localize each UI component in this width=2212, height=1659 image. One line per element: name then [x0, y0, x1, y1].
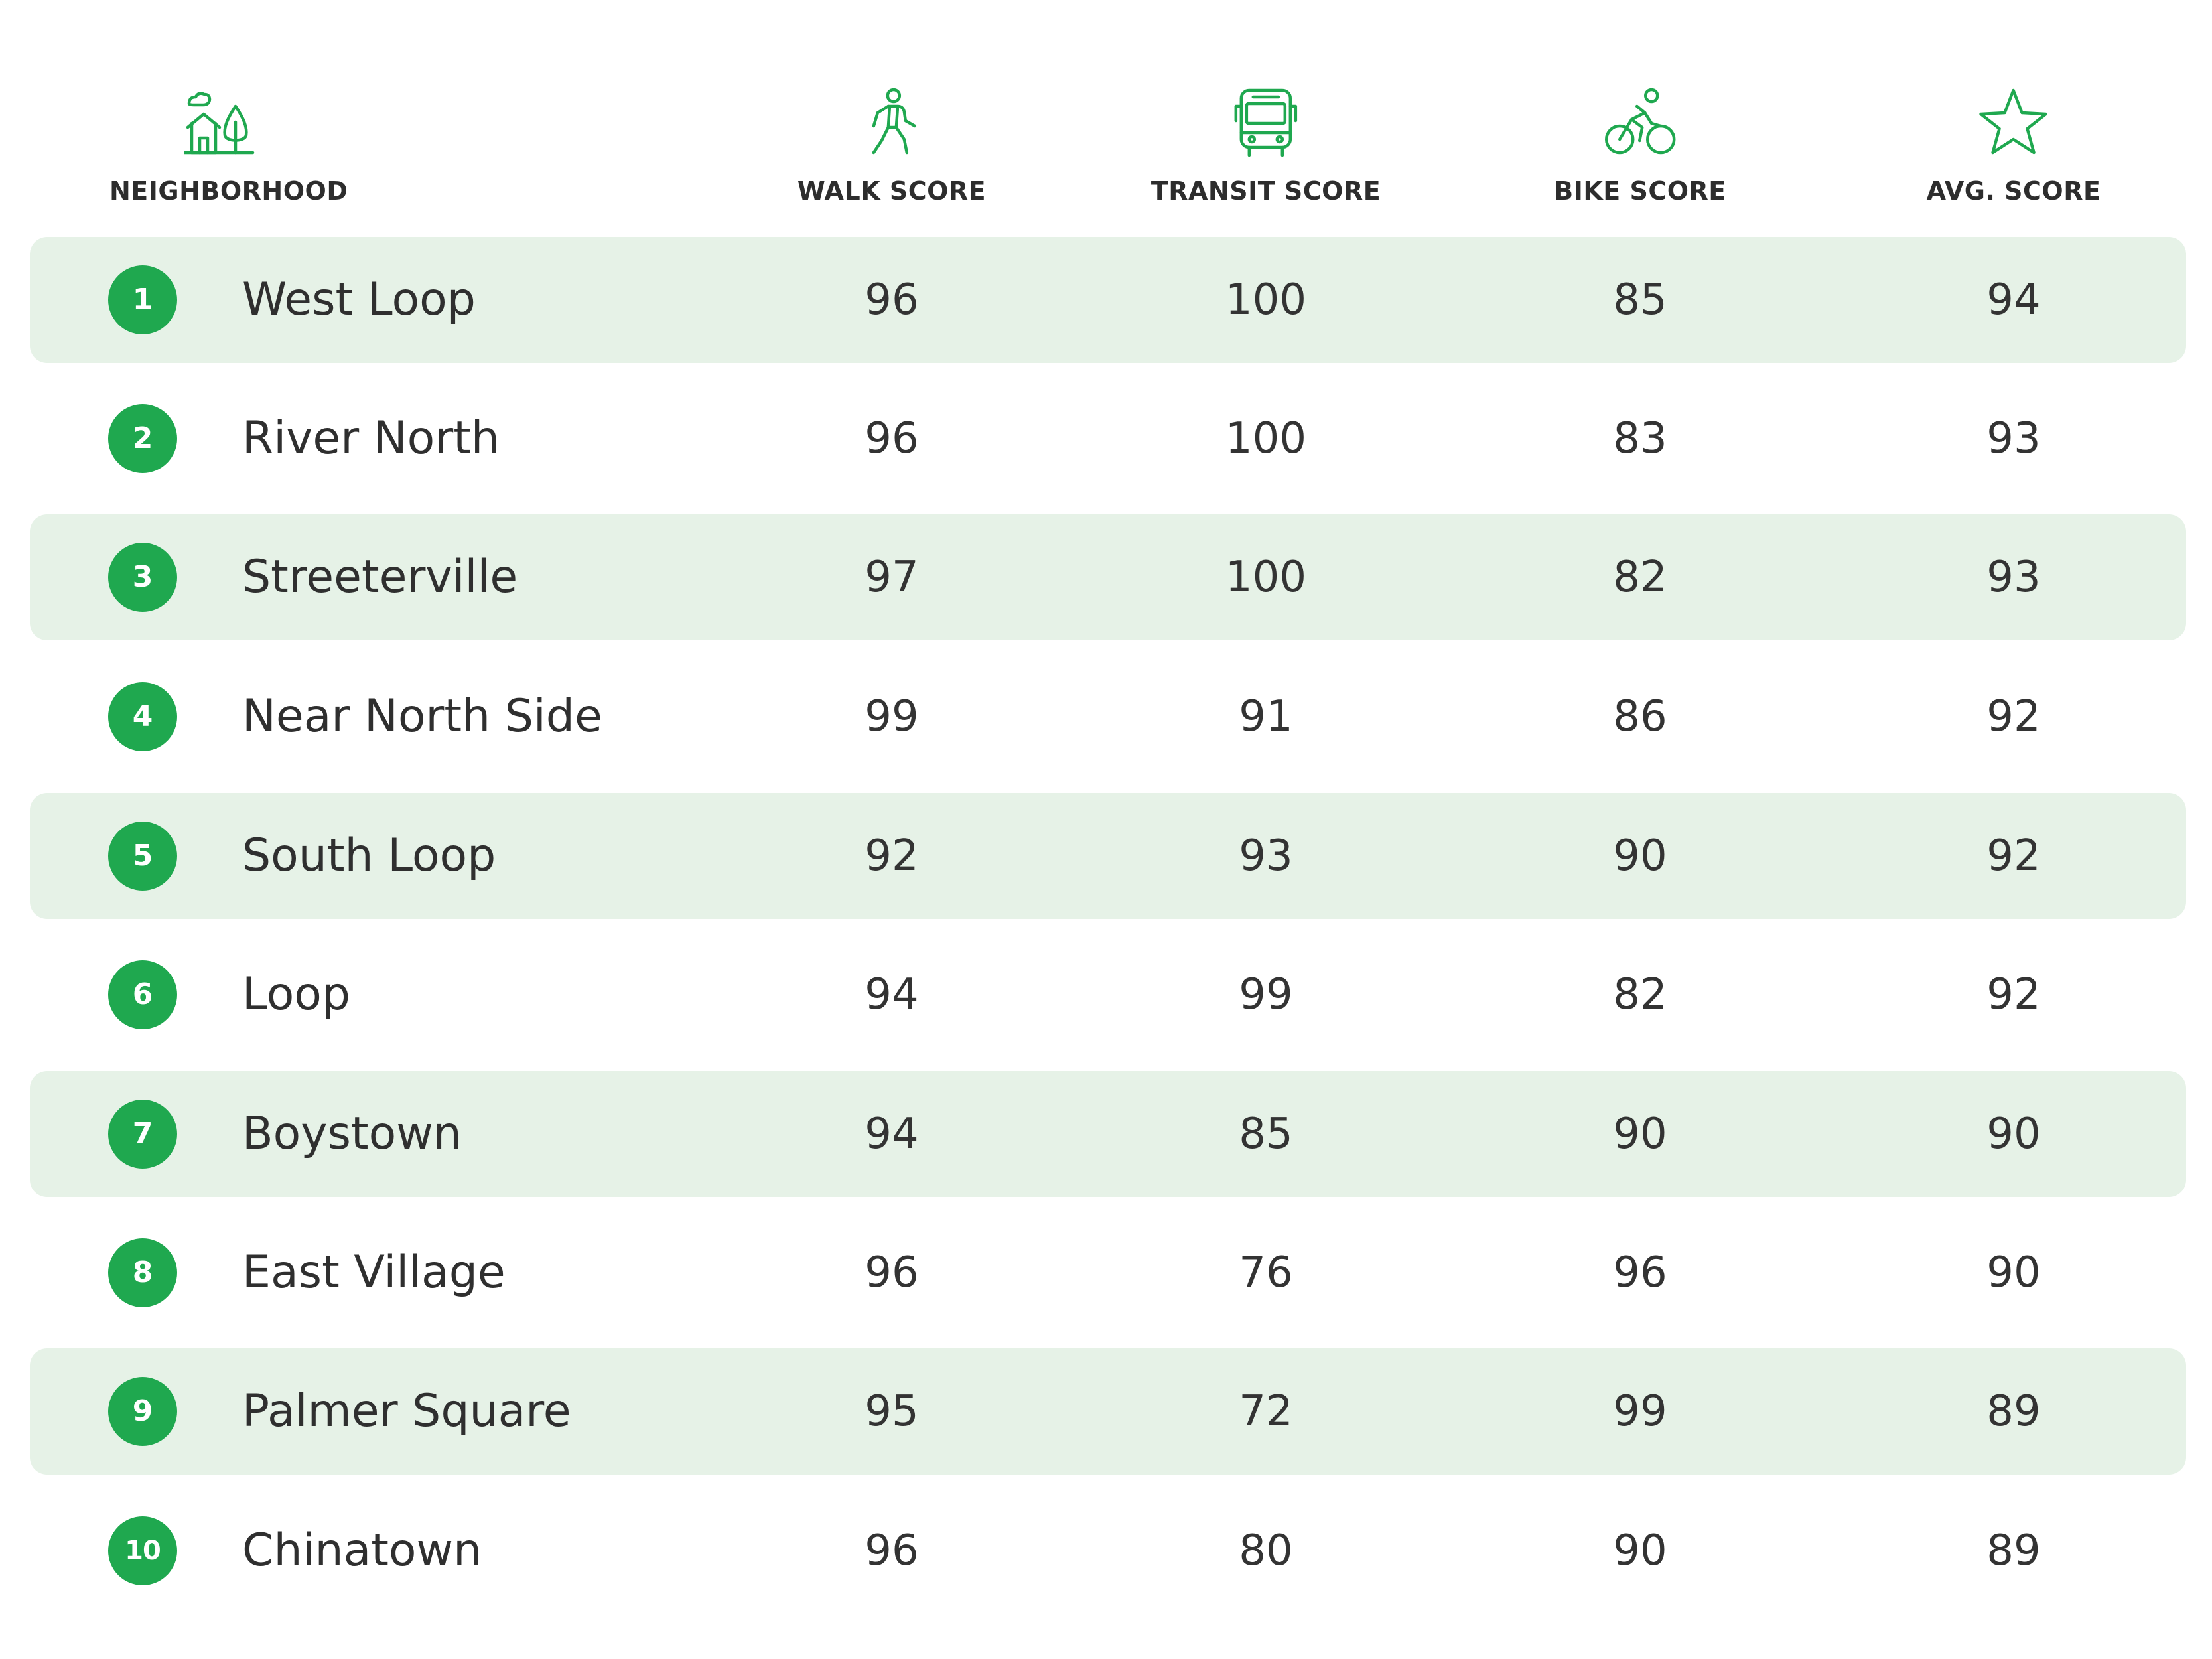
rank-badge: 4 [108, 682, 177, 751]
walk-score-value: 96 [864, 1248, 919, 1297]
table-row: 6 Loop 94 99 82 92 [30, 932, 2186, 1058]
neighborhood-name: River North [242, 412, 500, 465]
avg-score-value: 93 [1986, 414, 2041, 463]
house-tree-icon [184, 92, 255, 155]
neighborhood-name: South Loop [242, 830, 496, 882]
bike-score-value: 90 [1613, 1110, 1667, 1159]
rank-badge: 9 [108, 1377, 177, 1446]
header-label: AVG. SCORE [1926, 177, 2101, 206]
rank-badge: 10 [108, 1516, 177, 1585]
avg-score-value: 92 [1986, 692, 2041, 741]
header-walk-score: WALK SCORE [797, 86, 986, 206]
avg-score-value: 90 [1986, 1248, 2041, 1297]
neighborhood-name: Streeterville [242, 551, 518, 603]
header-label: TRANSIT SCORE [1150, 177, 1381, 206]
transit-score-value: 72 [1239, 1387, 1293, 1436]
avg-score-value: 89 [1986, 1387, 2041, 1436]
transit-score-value: 100 [1225, 414, 1307, 463]
neighborhood-name: Palmer Square [242, 1385, 571, 1437]
table-row: 5 South Loop 92 93 90 92 [30, 793, 2186, 919]
neighborhood-name: Loop [242, 968, 351, 1021]
neighborhood-name: Boystown [242, 1108, 462, 1160]
avg-score-value: 90 [1986, 1110, 2041, 1159]
header-label: NEIGHBORHOOD [109, 177, 348, 206]
bike-score-value: 96 [1613, 1248, 1667, 1297]
transit-score-value: 100 [1225, 553, 1307, 602]
avg-score-value: 92 [1986, 970, 2041, 1019]
header-bike-score: BIKE SCORE [1554, 86, 1726, 206]
bike-score-value: 99 [1613, 1387, 1667, 1436]
transit-score-value: 85 [1239, 1110, 1293, 1159]
neighborhood-name: West Loop [242, 273, 476, 326]
rank-badge: 3 [108, 543, 177, 612]
transit-score-value: 93 [1239, 831, 1293, 881]
neighborhood-name: Chinatown [242, 1524, 482, 1577]
neighborhood-name: East Village [242, 1246, 506, 1299]
table-row: 10 Chinatown 96 80 90 89 [30, 1488, 2186, 1614]
bike-score-value: 90 [1613, 831, 1667, 881]
table-row: 1 West Loop 96 100 85 94 [30, 237, 2186, 363]
bike-score-value: 85 [1613, 275, 1667, 325]
rank-badge: 8 [108, 1238, 177, 1307]
bike-score-value: 86 [1613, 692, 1667, 741]
walk-score-value: 94 [864, 970, 919, 1019]
rank-badge: 6 [108, 960, 177, 1029]
table-row: 3 Streeterville 97 100 82 93 [30, 514, 2186, 640]
walk-score-value: 99 [864, 692, 919, 741]
header-neighborhood: NEIGHBORHOOD [109, 86, 348, 206]
bus-icon [1234, 88, 1298, 157]
star-icon [1979, 88, 2048, 155]
neighborhood-name: Near North Side [242, 690, 602, 743]
bike-score-value: 82 [1613, 970, 1667, 1019]
walk-score-value: 95 [864, 1387, 919, 1436]
rank-badge: 5 [108, 822, 177, 891]
walk-score-value: 92 [864, 831, 919, 881]
transit-score-value: 80 [1239, 1526, 1293, 1575]
bike-score-value: 82 [1613, 553, 1667, 602]
avg-score-value: 92 [1986, 831, 2041, 881]
bike-score-value: 90 [1613, 1526, 1667, 1575]
walking-person-icon [872, 88, 917, 155]
table-row: 9 Palmer Square 95 72 99 89 [30, 1348, 2186, 1475]
rank-badge: 2 [108, 404, 177, 473]
transit-score-value: 100 [1225, 275, 1307, 325]
table-row: 4 Near North Side 99 91 86 92 [30, 654, 2186, 780]
avg-score-value: 93 [1986, 553, 2041, 602]
rank-badge: 1 [108, 265, 177, 334]
walk-score-value: 96 [864, 414, 919, 463]
avg-score-value: 89 [1986, 1526, 2041, 1575]
header-transit-score: TRANSIT SCORE [1151, 86, 1381, 206]
header-avg-score: AVG. SCORE [1927, 86, 2101, 206]
walk-score-value: 97 [864, 553, 919, 602]
bike-score-value: 83 [1613, 414, 1667, 463]
walk-score-value: 94 [864, 1110, 919, 1159]
header-label: WALK SCORE [797, 177, 987, 206]
transit-score-value: 99 [1239, 970, 1293, 1019]
header-label: BIKE SCORE [1554, 177, 1726, 206]
transit-score-value: 76 [1239, 1248, 1293, 1297]
table-row: 2 River North 96 100 83 93 [30, 376, 2186, 502]
walk-score-value: 96 [864, 275, 919, 325]
rank-badge: 7 [108, 1100, 177, 1169]
cyclist-icon [1604, 88, 1676, 155]
avg-score-value: 94 [1986, 275, 2041, 325]
transit-score-value: 91 [1239, 692, 1293, 741]
table-row: 7 Boystown 94 85 90 90 [30, 1071, 2186, 1197]
table-row: 8 East Village 96 76 96 90 [30, 1210, 2186, 1336]
walk-score-value: 96 [864, 1526, 919, 1575]
